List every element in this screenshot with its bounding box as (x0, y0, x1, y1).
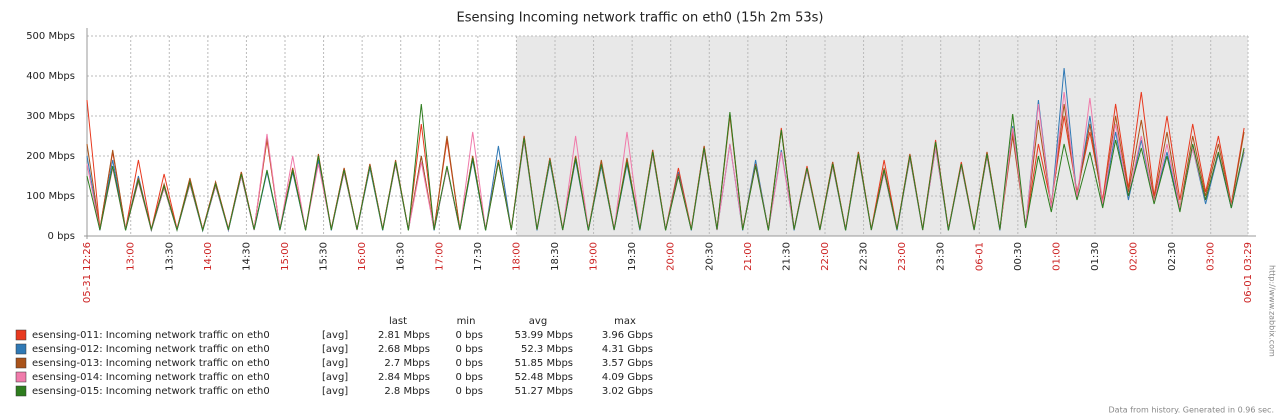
x-tick-label: 13:30 (164, 242, 175, 271)
stat-value: 0 bps (456, 344, 483, 355)
legend-label: esensing-012: Incoming network traffic o… (32, 344, 270, 355)
x-tick-label: 21:30 (781, 242, 792, 271)
x-tick-label: 14:00 (203, 242, 214, 271)
stat-value: [avg] (322, 358, 348, 369)
stats-header: min (457, 316, 476, 327)
stat-value: 0 bps (456, 386, 483, 397)
y-tick-label: 100 Mbps (26, 191, 75, 202)
stat-value: 51.85 Mbps (515, 358, 573, 369)
legend-swatch (15, 329, 27, 341)
stats-header: avg (529, 316, 547, 327)
series-line (86, 103, 1245, 233)
x-tick-label: 06-01 (974, 242, 985, 271)
x-tick-label: 00:30 (1013, 242, 1024, 271)
stat-value: [avg] (322, 344, 348, 355)
side-text: http://www.zabbix.com (1268, 265, 1277, 357)
legend-label: esensing-013: Incoming network traffic o… (32, 358, 270, 369)
x-tick-label: 22:00 (820, 242, 831, 271)
legend-label: esensing-011: Incoming network traffic o… (32, 330, 270, 341)
x-tick-label: 23:00 (897, 242, 908, 271)
y-tick-label: 300 Mbps (26, 111, 75, 122)
stat-value: 3.96 Gbps (602, 330, 653, 341)
legend-label: esensing-015: Incoming network traffic o… (32, 386, 270, 397)
x-tick-label: 17:30 (473, 242, 484, 271)
x-tick-label: 14:30 (241, 242, 252, 271)
y-tick-label: 200 Mbps (26, 151, 75, 162)
x-tick-label: 01:30 (1090, 242, 1101, 271)
stat-value: 2.8 Mbps (384, 386, 430, 397)
footer: Data from history. Generated in 0.96 sec… (1109, 406, 1274, 415)
x-tick-label: 18:00 (511, 242, 522, 271)
stat-value: 2.7 Mbps (384, 358, 430, 369)
x-tick-label: 20:30 (704, 242, 715, 271)
x-tick-label: 05-31 12:26 (82, 242, 93, 303)
x-tick-label: 02:00 (1129, 242, 1140, 271)
stat-value: 3.02 Gbps (602, 386, 653, 397)
stat-value: 3.57 Gbps (602, 358, 653, 369)
x-tick-label: 02:30 (1167, 242, 1178, 271)
stats-header: max (614, 316, 636, 327)
x-tick-label: 23:30 (936, 242, 947, 271)
stat-value: 2.68 Mbps (378, 344, 430, 355)
stat-value: 52.3 Mbps (521, 344, 573, 355)
x-tick-label: 16:00 (357, 242, 368, 271)
y-tick-label: 500 Mbps (26, 31, 75, 42)
stats-header: last (389, 316, 407, 327)
stat-value: 2.81 Mbps (378, 330, 430, 341)
x-tick-label: 06-01 03:29 (1243, 242, 1254, 303)
legend-swatch (15, 385, 27, 397)
legend-swatch (15, 371, 27, 383)
y-tick-label: 400 Mbps (26, 71, 75, 82)
x-tick-label: 16:30 (396, 242, 407, 271)
x-tick-label: 03:00 (1206, 242, 1217, 271)
x-tick-label: 22:30 (859, 242, 870, 271)
legend-swatch (15, 343, 27, 355)
x-tick-label: 13:00 (126, 242, 137, 271)
stat-value: 4.09 Gbps (602, 372, 653, 383)
y-tick-label: 0 bps (48, 231, 75, 242)
stat-value: 51.27 Mbps (515, 386, 573, 397)
x-tick-label: 20:00 (666, 242, 677, 271)
stat-value: [avg] (322, 386, 348, 397)
stat-value: 53.99 Mbps (515, 330, 573, 341)
stat-value: 4.31 Gbps (602, 344, 653, 355)
stat-value: [avg] (322, 330, 348, 341)
x-tick-label: 19:30 (627, 242, 638, 271)
x-tick-label: 01:00 (1051, 242, 1062, 271)
legend-label: esensing-014: Incoming network traffic o… (32, 372, 270, 383)
x-tick-label: 21:00 (743, 242, 754, 271)
x-tick-label: 15:30 (319, 242, 330, 271)
x-tick-label: 19:00 (589, 242, 600, 271)
chart-title: Esensing Incoming network traffic on eth… (457, 11, 824, 26)
legend-swatch (15, 357, 27, 369)
x-tick-label: 15:00 (280, 242, 291, 271)
stat-value: 0 bps (456, 372, 483, 383)
stat-value: 0 bps (456, 358, 483, 369)
stat-value: [avg] (322, 372, 348, 383)
x-tick-label: 18:30 (550, 242, 561, 271)
x-tick-label: 17:00 (434, 242, 445, 271)
stat-value: 0 bps (456, 330, 483, 341)
stat-value: 2.84 Mbps (378, 372, 430, 383)
shaded-period (516, 36, 1248, 236)
stat-value: 52.48 Mbps (515, 372, 573, 383)
